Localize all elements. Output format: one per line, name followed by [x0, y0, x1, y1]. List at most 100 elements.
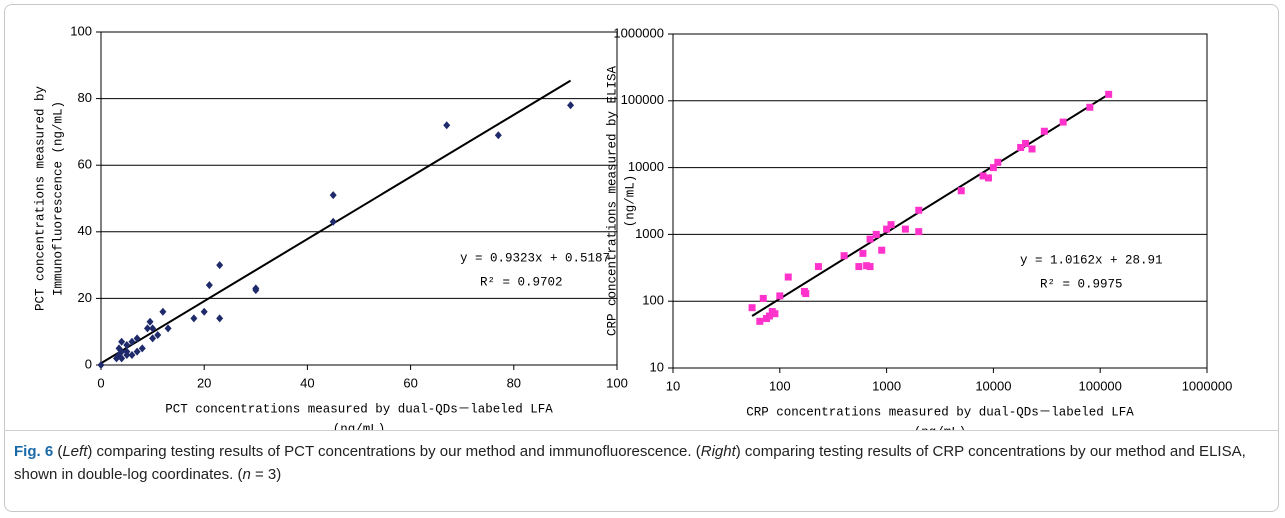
y-tick-label: 1000 [635, 226, 664, 241]
y-tick-label: 10 [650, 359, 664, 374]
trendline [751, 93, 1110, 317]
point [756, 317, 764, 325]
point [149, 334, 157, 343]
point [216, 314, 224, 323]
point [1105, 90, 1113, 98]
point [118, 347, 126, 356]
caption-text: Right [700, 443, 736, 460]
x-tick-label: 40 [300, 375, 314, 390]
point [118, 354, 126, 363]
caption-label: Fig. 6 [14, 443, 54, 460]
point [128, 337, 136, 346]
annotation: y = 0.9323x + 0.5187 [460, 251, 610, 265]
point [205, 281, 213, 290]
point [883, 225, 891, 233]
point [1059, 118, 1067, 126]
point [840, 252, 848, 260]
x-tick-label: 0 [97, 375, 104, 390]
annotation: R² = 0.9702 [480, 275, 563, 289]
y-axis-label: (ng/mL) [623, 175, 637, 228]
plot-frame [100, 31, 618, 366]
point [866, 263, 874, 271]
point [1086, 103, 1094, 111]
point [1028, 145, 1036, 153]
point [216, 261, 224, 270]
point [1017, 143, 1025, 151]
x-tick-label: 80 [507, 375, 521, 390]
point [765, 312, 773, 320]
point [887, 221, 895, 229]
point [1022, 139, 1030, 147]
x-tick-label: 20 [197, 375, 211, 390]
x-tick-label: 100 [769, 378, 791, 393]
point [855, 263, 863, 271]
point [329, 191, 337, 200]
caption-text: Left [62, 443, 88, 460]
point [149, 324, 157, 333]
point [994, 158, 1002, 166]
point [123, 351, 131, 360]
point [985, 174, 993, 182]
x-axis-label: PCT concentrations measured by dual-QDs－… [165, 402, 553, 416]
y-tick-label: 100000 [621, 92, 664, 107]
caption-text: ( [53, 443, 63, 460]
point [784, 273, 792, 281]
x-axis-label: (ng/mL) [914, 425, 967, 430]
point [859, 249, 867, 257]
x-axis-label: CRP concentrations measured by dual-QDs－… [746, 405, 1134, 419]
point [190, 314, 198, 323]
point [123, 341, 131, 350]
point [143, 324, 151, 333]
caption: Fig. 6 (Left) comparing testing results … [14, 440, 1269, 486]
x-tick-label: 100000 [1079, 378, 1122, 393]
y-tick-label: 0 [85, 356, 92, 371]
point [915, 228, 923, 236]
point [118, 337, 126, 346]
x-tick-label: 100 [606, 375, 628, 390]
point [154, 331, 162, 340]
y-tick-label: 60 [78, 157, 92, 172]
point [567, 101, 575, 110]
separator [4, 430, 1279, 431]
annotation: R² = 0.9975 [1040, 277, 1123, 291]
point [759, 294, 767, 302]
point [872, 230, 880, 238]
y-tick-label: 100 [642, 293, 664, 308]
point [329, 217, 337, 226]
point [1040, 127, 1048, 135]
point [771, 310, 779, 318]
point [128, 351, 136, 360]
x-tick-label: 10 [666, 378, 680, 393]
x-tick-label: 1000 [872, 378, 901, 393]
y-tick-label: 100 [70, 23, 92, 38]
point [915, 206, 923, 214]
point [866, 235, 874, 243]
plot-frame [672, 33, 1208, 369]
point [957, 187, 965, 195]
x-tick-label: 1000000 [1182, 378, 1233, 393]
point [97, 361, 105, 369]
point [802, 290, 810, 298]
point [159, 307, 167, 316]
point [878, 246, 886, 254]
x-tick-label: 60 [403, 375, 417, 390]
x-axis-label: (ng/mL) [333, 422, 386, 430]
point [901, 225, 909, 233]
y-tick-label: 80 [78, 90, 92, 105]
point [776, 292, 784, 300]
point [748, 304, 756, 312]
point [814, 263, 822, 271]
y-tick-label: 40 [78, 223, 92, 238]
y-tick-label: 1000000 [613, 25, 664, 40]
y-tick-label: 20 [78, 290, 92, 305]
point [252, 286, 260, 295]
annotation: y = 1.0162x + 28.91 [1020, 253, 1163, 267]
point [164, 324, 172, 333]
y-tick-label: 10000 [628, 159, 664, 174]
caption-text: ) comparing testing results of PCT conce… [87, 443, 701, 460]
point [133, 347, 141, 356]
x-tick-label: 10000 [975, 378, 1011, 393]
y-axis-label: Immunofluorescence (ng/mL) [51, 101, 65, 296]
